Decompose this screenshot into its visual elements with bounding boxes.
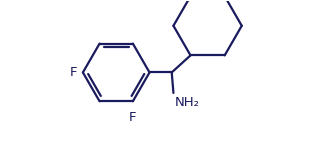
Text: F: F [69, 66, 77, 79]
Text: NH₂: NH₂ [174, 96, 199, 109]
Text: F: F [129, 111, 137, 124]
